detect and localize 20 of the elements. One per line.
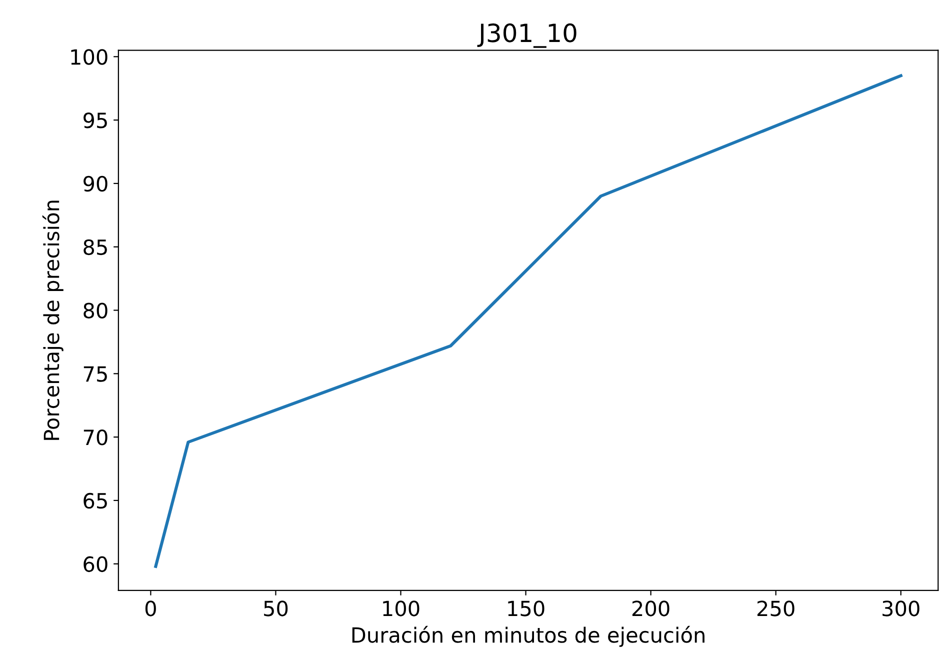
y-tick-label: 100: [71, 49, 108, 65]
y-tick-label: 60: [84, 556, 108, 572]
x-tick-label: 0: [145, 600, 156, 616]
x-tick-label: 250: [757, 600, 794, 616]
x-axis-title: Duración en minutos de ejecución: [352, 626, 704, 647]
line-series: [154, 74, 902, 568]
y-tick-label: 75: [84, 366, 107, 382]
y-axis-title: Porcentaje de precisión: [42, 200, 64, 440]
chart-title: J301_10: [477, 23, 576, 48]
x-tick-label: 300: [882, 600, 920, 616]
y-tick-label: 95: [84, 112, 107, 128]
x-tick-label: 50: [264, 600, 288, 616]
y-tick-label: 65: [84, 492, 107, 509]
y-tick-label: 70: [84, 430, 108, 446]
x-tick-label: 200: [632, 600, 670, 616]
y-tick-label: 90: [84, 176, 108, 192]
x-tick-label: 150: [508, 600, 544, 616]
y-tick-label: 85: [84, 239, 107, 256]
x-tick-label: 100: [383, 600, 420, 616]
y-tick-label: 80: [84, 302, 108, 318]
